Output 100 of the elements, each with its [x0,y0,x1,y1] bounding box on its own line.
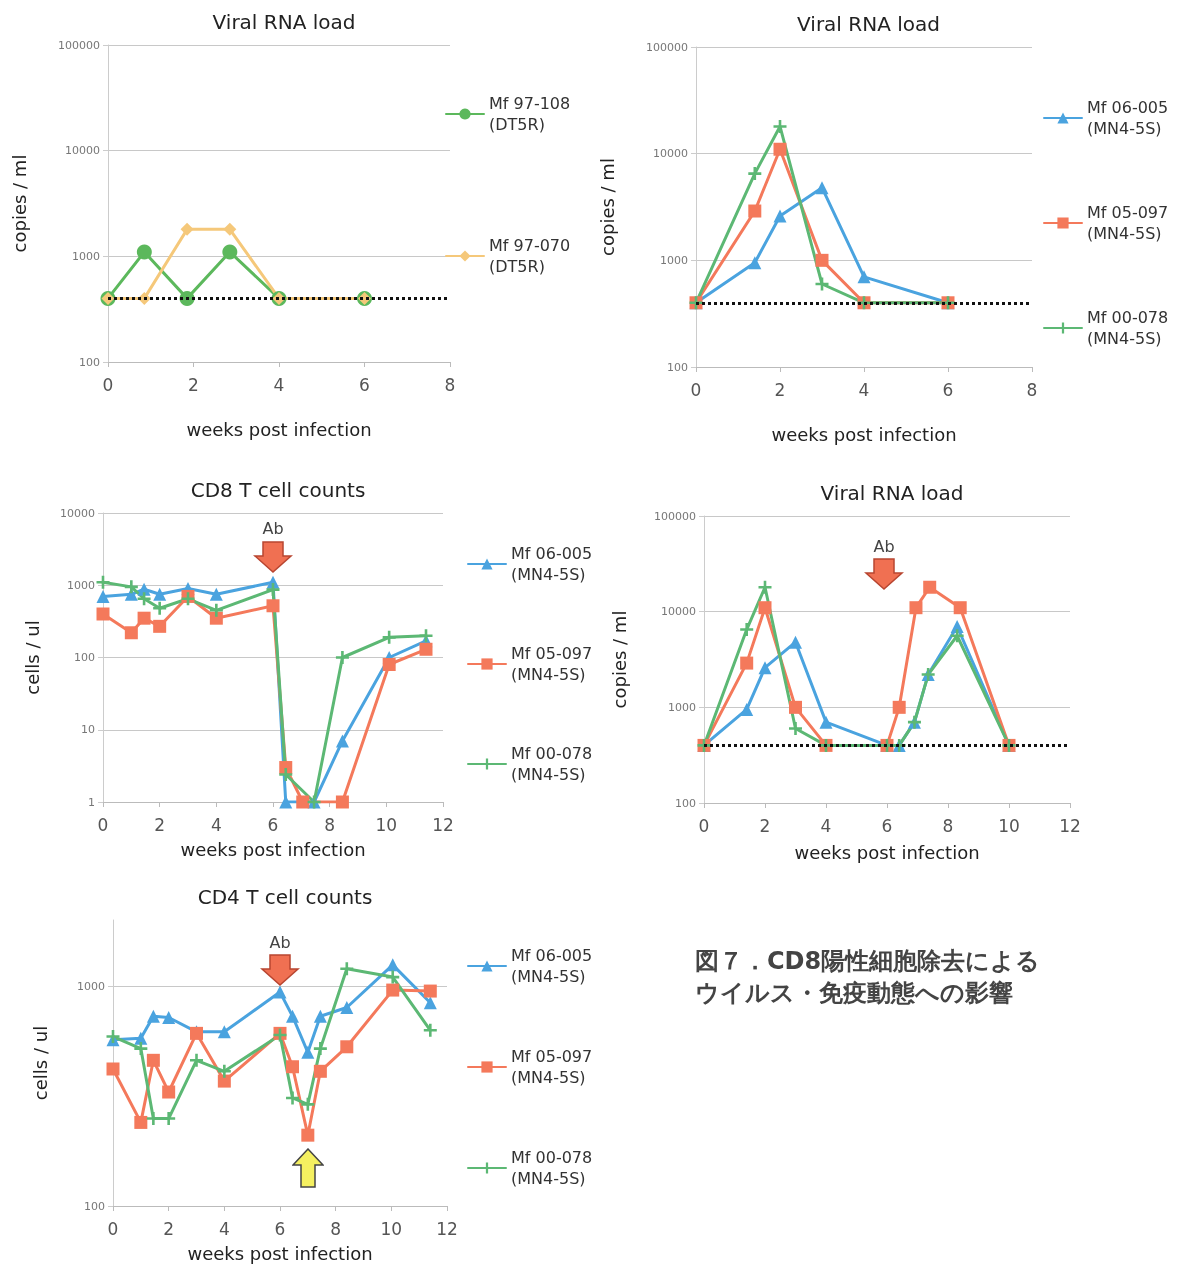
point [279,768,293,782]
point [217,1025,231,1039]
chart-title: Viral RNA load [212,10,356,34]
point [386,970,400,984]
point [223,222,237,236]
x-tick-label: 4 [820,815,832,836]
point [217,1074,231,1088]
point [335,734,349,748]
y-tick-label: 1000 [77,979,105,993]
y-axis-title: cells / ul [29,1025,51,1101]
point [773,209,787,223]
point [217,1064,231,1078]
point [313,1042,327,1056]
x-tick-label: 2 [774,379,786,400]
x-axis-title: weeks post infection [794,841,980,863]
point [382,630,396,644]
x-tick-label: 4 [210,814,222,835]
point [857,270,871,284]
point [340,1040,354,1054]
point [96,589,110,603]
point [162,1085,176,1099]
point [748,256,762,270]
x-tick-label: 12 [436,1218,458,1239]
point [789,635,802,649]
y-tick-label: 10000 [60,506,95,520]
x-tick-label: 6 [267,814,279,835]
point [386,983,400,997]
point [758,601,772,615]
point [386,958,400,972]
point [758,661,772,675]
x-tick-label: 2 [188,374,199,395]
y-tick-label: 1000 [67,578,95,592]
y-tick-label: 100000 [58,38,100,52]
point [909,601,923,615]
point [815,253,829,267]
y-axis-title: copies / ml [608,610,630,709]
legend-label: Mf 00-078 (MN4-5S) [1087,308,1174,348]
point [758,580,772,594]
legend-label: Mf 97-070 (DT5R) [489,236,576,276]
point [340,1000,354,1014]
x-tick-label: 4 [858,379,870,400]
annotation: Ab [873,536,895,556]
point [153,587,167,601]
x-tick-label: 8 [942,815,954,836]
x-tick-label: 6 [942,379,954,400]
x-tick-label: 10 [375,814,398,835]
y-axis-title: copies / ml [596,158,618,256]
point [789,722,802,736]
point [209,587,223,601]
x-axis-title: weeks post infection [186,418,372,440]
x-tick-label: 6 [274,1218,286,1239]
x-tick-label: 10 [998,815,1020,836]
x-tick-label: 12 [1059,815,1081,836]
x-tick-label: 4 [273,374,285,395]
y-axis-title: copies / ml [8,154,30,253]
x-tick-label: 0 [690,379,702,400]
chart-title: Viral RNA load [797,12,940,36]
x-tick-label: 0 [698,815,710,836]
y-tick-label: 100 [84,1199,105,1213]
y-tick-label: 10000 [653,147,688,161]
point [273,985,287,999]
point [153,601,167,615]
point [190,1053,203,1067]
annotation: Ab [262,519,284,539]
point [740,702,754,716]
point [950,629,964,643]
x-tick-label: 8 [324,814,336,835]
legend-label: Mf 00-078 (MN4-5S) [511,1148,598,1188]
point [423,984,437,998]
x-tick-label: 6 [359,374,370,395]
chart-title: Viral RNA load [820,481,964,505]
point [96,575,110,589]
point [923,580,937,594]
y-tick-label: 10000 [661,605,696,619]
x-tick-label: 0 [107,1218,119,1239]
x-tick-label: 8 [330,1218,342,1239]
point [953,601,967,615]
legend-label: Mf 06-005 (MN4-5S) [1087,98,1174,138]
y-tick-label: 100000 [654,509,696,523]
y-tick-label: 1000 [660,253,688,267]
point [286,1091,300,1105]
text: 図７．CD8陽性細胞除去によるウイルス・免疫動態への影響 [695,946,1042,1009]
point [773,119,787,133]
point [892,700,906,714]
point [124,626,138,640]
point [153,619,167,633]
point [146,1053,160,1067]
chart-title: CD4 T cell counts [197,885,373,909]
point [286,1009,300,1023]
point [96,607,110,621]
legend-label: Mf 05-097 (MN4-5S) [511,1047,598,1087]
point [335,651,349,664]
legend-label: Mf 06-005 (MN4-5S) [511,544,598,584]
y-tick-label: 1000 [72,249,100,263]
point [313,1009,327,1023]
point [740,623,754,637]
point [134,1042,148,1056]
y-tick-label: 1 [88,795,95,809]
point [748,167,762,181]
point [222,244,238,260]
